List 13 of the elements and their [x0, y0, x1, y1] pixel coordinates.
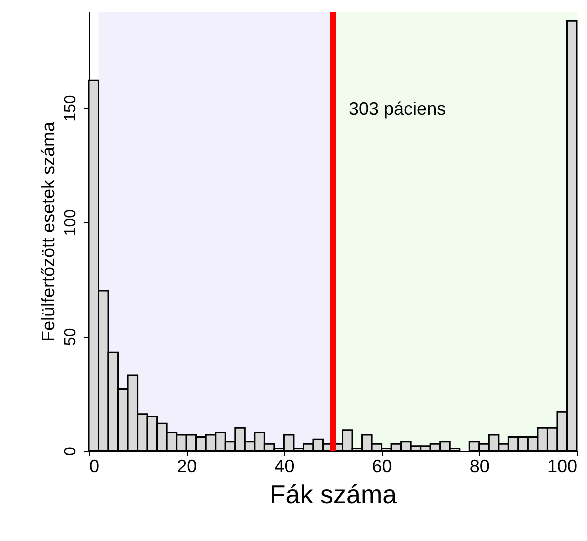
y-tick-label: 150: [62, 95, 80, 122]
y-axis-title: Felülfertőzött esetek száma: [38, 120, 58, 342]
annotation: 303 páciens: [349, 99, 446, 119]
x-tick-label: 0: [90, 456, 100, 476]
x-tick-label: 60: [372, 456, 392, 476]
x-axis-title: Fák száma: [270, 480, 398, 510]
x-tick-label: 80: [470, 456, 490, 476]
y-tick-label: 50: [62, 328, 80, 346]
x-tick-label: 40: [274, 456, 295, 476]
x-tick-label: 20: [177, 456, 198, 476]
y-tick-label: 100: [62, 209, 80, 236]
y-tick-label: 0: [62, 446, 80, 456]
x-tick-label: 100: [547, 456, 578, 476]
